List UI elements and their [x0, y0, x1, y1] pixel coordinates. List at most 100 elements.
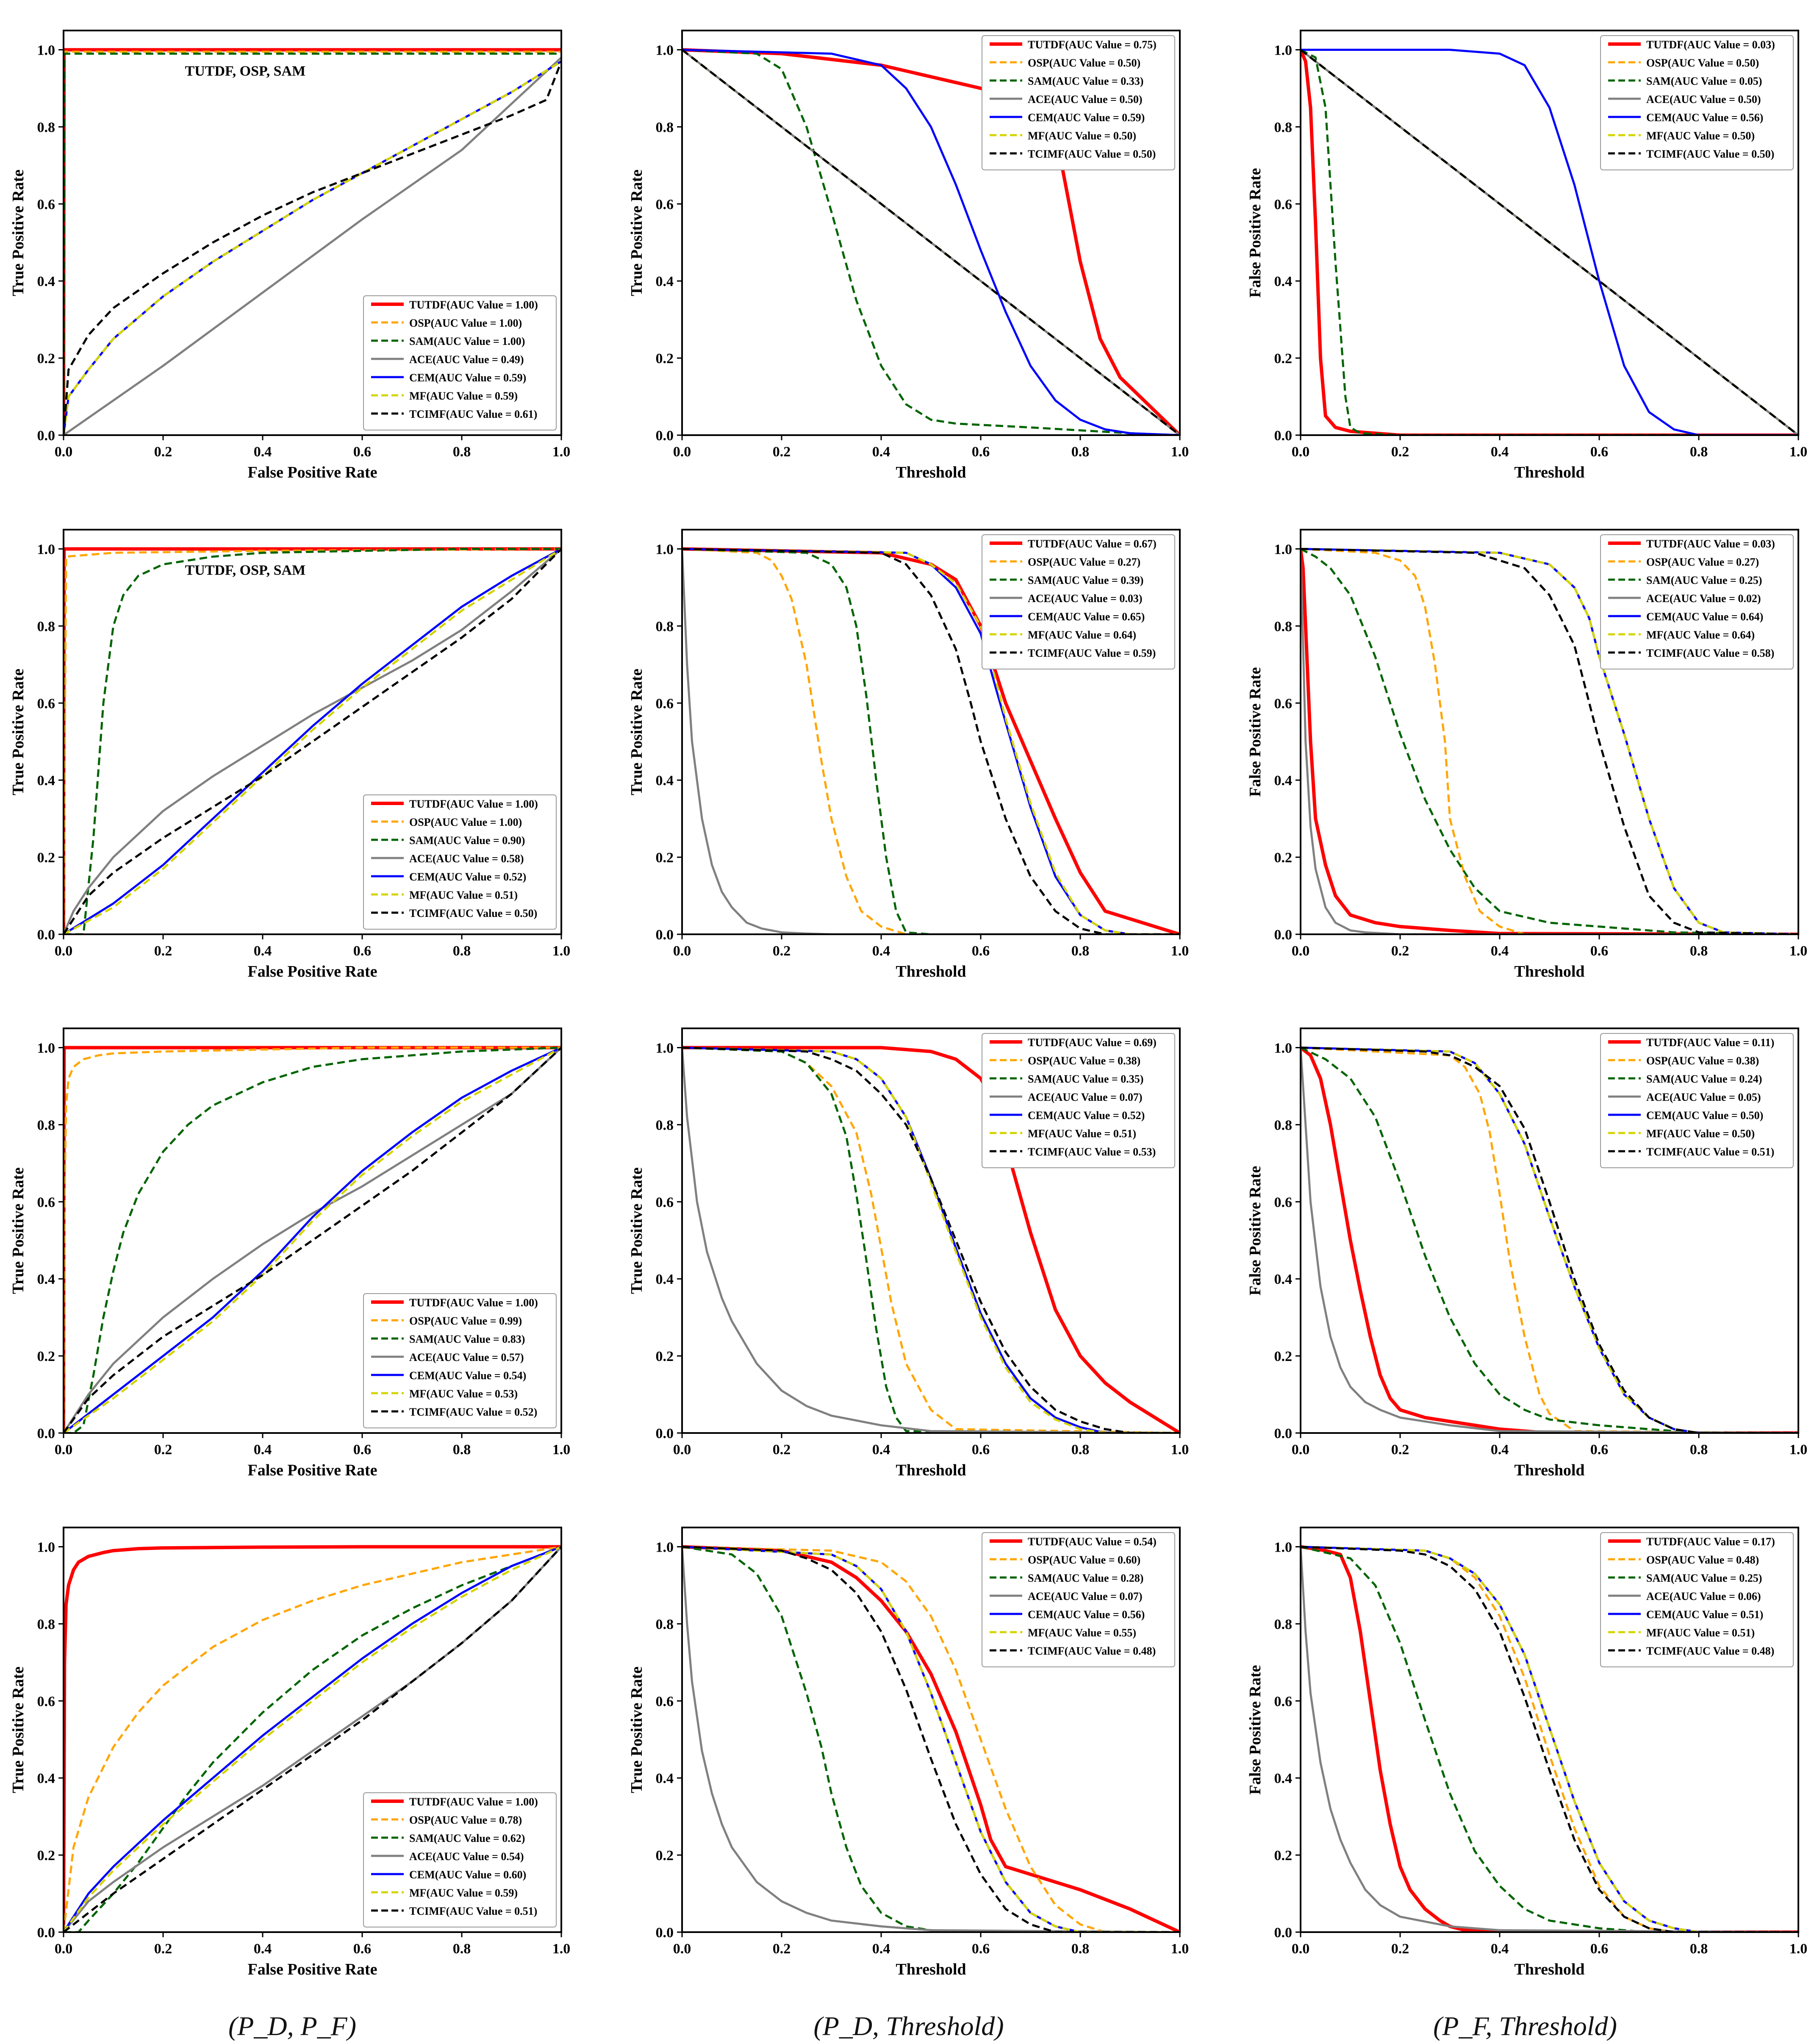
x-axis-label: Threshold — [896, 963, 966, 980]
legend-label-tutdf: TUTDF(AUC Value = 1.00) — [409, 1297, 538, 1309]
series-line-ace — [682, 1047, 1180, 1433]
legend-label-ace: ACE(AUC Value = 0.07) — [1028, 1091, 1143, 1103]
legend-label-ace: ACE(AUC Value = 0.07) — [1028, 1590, 1143, 1602]
legend-label-osp: OSP(AUC Value = 0.50) — [1028, 57, 1140, 69]
series-line-osp — [64, 1047, 561, 1433]
series-line-tcimf — [1301, 1546, 1798, 1932]
y-tick-label: 0.4 — [1274, 274, 1293, 289]
legend-label-ace: ACE(AUC Value = 0.50) — [1646, 93, 1761, 106]
x-axis-label: False Positive Rate — [247, 1961, 377, 1978]
legend-label-tutdf: TUTDF(AUC Value = 0.75) — [1028, 39, 1157, 51]
y-tick-label: 1.0 — [37, 1539, 55, 1555]
series-line-sam — [64, 1047, 561, 1433]
series-line-tcimf — [64, 1047, 561, 1433]
x-tick-label: 0.8 — [1071, 444, 1090, 460]
series-line-ace — [1301, 1047, 1798, 1433]
chart-panel-9: 0.0 0.2 0.4 0.6 0.8 1.0 0.0 0.2 0.4 0.6 0.8 1.0 Thre… — [1246, 1028, 1807, 1479]
legend-label-sam: SAM(AUC Value = 0.35) — [1028, 1073, 1143, 1085]
plot-frame — [1300, 1527, 1799, 1933]
y-tick-label: 0.2 — [656, 1848, 674, 1863]
legend-label-mf: MF(AUC Value = 0.50) — [1028, 130, 1136, 142]
series-line-sam — [682, 1047, 1180, 1433]
series-line-mf — [1301, 1546, 1798, 1932]
x-tick-label: 0.2 — [773, 444, 791, 460]
y-tick-label: 0.0 — [1274, 428, 1293, 444]
legend-box — [1600, 35, 1794, 170]
legend-label-cem: CEM(AUC Value = 0.64) — [1646, 611, 1763, 623]
series-line-osp — [682, 548, 1180, 934]
legend-label-tutdf: TUTDF(AUC Value = 1.00) — [409, 299, 538, 311]
y-tick-label: 0.6 — [1274, 1194, 1293, 1210]
legend-label-tcimf: TCIMF(AUC Value = 0.59) — [1028, 647, 1156, 659]
legend-label-mf: MF(AUC Value = 0.51) — [1028, 1128, 1136, 1140]
y-tick-label: 1.0 — [656, 42, 674, 58]
y-tick-label: 0.2 — [1274, 351, 1293, 367]
series-line-tcimf — [1301, 1047, 1798, 1433]
y-tick-label: 0.4 — [37, 773, 55, 789]
legend-label-ace: ACE(AUC Value = 0.03) — [1028, 592, 1143, 605]
series-line-sam — [682, 49, 1180, 435]
chart-panel-10: 0.0 0.2 0.4 0.6 0.8 1.0 0.0 0.2 0.4 0.6 0.8 1.0 Fals… — [9, 1527, 570, 1978]
x-tick-label: 1.0 — [552, 1941, 571, 1957]
legend: TUTDF(AUC Value = 0.75) OSP(AUC Value = 0… — [982, 35, 1175, 170]
x-tick-label: 0.2 — [1391, 1442, 1409, 1458]
y-tick-label: 0.2 — [656, 850, 674, 866]
legend-label-tcimf: TCIMF(AUC Value = 0.53) — [1028, 1146, 1156, 1158]
x-tick-label: 0.8 — [1690, 1941, 1708, 1957]
series-line-tutdf — [64, 1545, 561, 1932]
y-tick-label: 0.4 — [1274, 1771, 1293, 1786]
series-line-osp — [64, 1546, 561, 1932]
y-axis-label: False Positive Rate — [1246, 168, 1264, 297]
series-line-ace — [64, 1047, 561, 1433]
y-tick-label: 1.0 — [37, 1040, 55, 1056]
plot-frame — [63, 529, 562, 935]
x-tick-label: 0.8 — [453, 1442, 471, 1458]
x-tick-label: 0.8 — [1071, 1941, 1090, 1957]
series-line-osp — [1301, 1047, 1798, 1433]
legend-label-mf: MF(AUC Value = 0.59) — [409, 1887, 518, 1899]
y-tick-label: 0.2 — [37, 351, 55, 367]
legend-label-tutdf: TUTDF(AUC Value = 1.00) — [409, 798, 538, 810]
x-tick-label: 0.6 — [353, 444, 372, 460]
legend-box — [363, 295, 557, 430]
legend-label-sam: SAM(AUC Value = 1.00) — [409, 335, 525, 347]
chart-annotation: TUTDF, OSP, SAM — [185, 63, 306, 79]
y-tick-label: 0.4 — [37, 1272, 55, 1287]
y-tick-label: 0.8 — [37, 119, 55, 135]
legend-label-tcimf: TCIMF(AUC Value = 0.52) — [409, 1406, 537, 1418]
x-tick-label: 0.6 — [1590, 1442, 1609, 1458]
legend-label-mf: MF(AUC Value = 0.59) — [409, 390, 518, 402]
legend-label-cem: CEM(AUC Value = 0.56) — [1028, 1608, 1145, 1621]
x-tick-label: 0.4 — [254, 444, 272, 460]
legend-label-cem: CEM(AUC Value = 0.65) — [1028, 611, 1145, 623]
legend-label-osp: OSP(AUC Value = 0.78) — [409, 1814, 522, 1826]
legend: TUTDF(AUC Value = 0.03) OSP(AUC Value = 0… — [1600, 35, 1794, 170]
y-tick-label: 0.8 — [656, 619, 674, 634]
legend-label-tcimf: TCIMF(AUC Value = 0.48) — [1028, 1645, 1156, 1657]
legend-label-ace: ACE(AUC Value = 0.02) — [1646, 592, 1761, 605]
series-line-tcimf — [682, 49, 1180, 435]
legend-label-osp: OSP(AUC Value = 1.00) — [409, 816, 522, 828]
legend: TUTDF(AUC Value = 0.11) OSP(AUC Value = 0… — [1600, 1033, 1794, 1168]
x-tick-label: 1.0 — [1171, 1442, 1189, 1458]
y-tick-label: 0.8 — [656, 119, 674, 135]
x-tick-label: 0.4 — [1491, 943, 1509, 959]
x-tick-label: 1.0 — [1789, 1941, 1808, 1957]
series-line-sam — [1301, 49, 1798, 435]
y-tick-label: 0.6 — [1274, 1694, 1293, 1709]
series-group — [1301, 1046, 1798, 1433]
x-axis-label: False Positive Rate — [247, 963, 377, 980]
legend-box — [982, 1033, 1175, 1168]
legend-box — [363, 1293, 557, 1428]
y-tick-label: 0.2 — [1274, 850, 1293, 866]
series-line-mf — [64, 1546, 561, 1932]
chart-panel-11: 0.0 0.2 0.4 0.6 0.8 1.0 0.0 0.2 0.4 0.6 0.8 1.0 Thre… — [628, 1527, 1189, 1978]
series-line-ace — [64, 56, 561, 435]
y-tick-label: 0.0 — [1274, 1426, 1293, 1441]
series-line-cem — [682, 49, 1180, 435]
x-tick-label: 0.0 — [55, 1442, 73, 1458]
y-tick-label: 0.6 — [1274, 696, 1293, 711]
legend-label-tcimf: TCIMF(AUC Value = 0.58) — [1646, 647, 1774, 659]
legend-label-tcimf: TCIMF(AUC Value = 0.50) — [409, 907, 537, 919]
legend: TUTDF(AUC Value = 0.54) OSP(AUC Value = 0… — [982, 1532, 1175, 1667]
